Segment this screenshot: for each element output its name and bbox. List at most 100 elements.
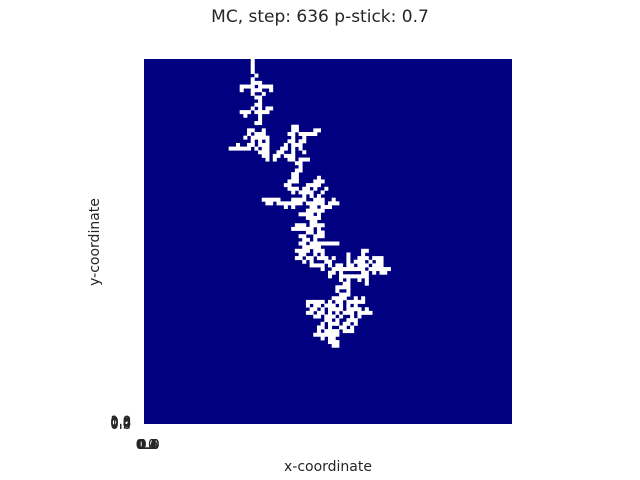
occupied-cell [309,194,314,199]
occupied-cell [239,88,244,93]
occupied-cell [331,270,336,275]
occupied-cell [353,274,358,279]
occupied-cell [291,172,296,177]
occupied-cell [272,197,277,202]
occupied-cell [250,69,255,74]
occupied-cell [331,197,336,202]
occupied-cell [364,248,369,253]
occupied-cell [364,263,369,268]
occupied-cell [328,303,333,308]
occupied-cell [313,303,318,308]
occupied-cell [316,128,321,133]
occupied-cell [298,241,303,246]
occupied-cell [361,267,366,272]
occupied-cell [357,310,362,315]
occupied-cell [316,248,321,253]
occupied-cell [258,117,263,122]
occupied-cell [335,307,340,312]
occupied-cell [298,197,303,202]
occupied-cell [309,212,314,217]
occupied-cell [283,201,288,206]
occupied-cell [342,285,347,290]
occupied-cell [305,190,310,195]
occupied-cell [236,142,241,147]
occupied-cell [346,299,351,304]
occupied-cell [316,208,321,213]
occupied-cell [372,263,377,268]
y-tick-label: 0.0 [110,418,131,433]
x-tick-label: 0.8 [138,438,159,453]
occupied-cell [309,226,314,231]
occupied-cell [324,318,329,323]
occupied-cell [379,267,384,272]
occupied-cell [239,110,244,115]
occupied-cell [294,179,299,184]
occupied-cell [298,146,303,151]
occupied-cell [331,267,336,272]
occupied-cell [261,132,266,136]
occupied-cell [383,267,388,272]
occupied-cell [316,241,321,246]
occupied-cell [280,150,285,155]
occupied-cell [250,66,255,71]
occupied-cell [320,248,325,253]
occupied-cell [313,205,318,209]
occupied-cell [328,205,333,209]
occupied-cell [313,197,318,202]
occupied-cell [302,135,307,140]
occupied-cell [320,241,325,246]
occupied-cell [291,186,296,191]
occupied-cell [379,256,384,261]
occupied-cell [302,223,307,228]
occupied-cell [298,132,303,136]
occupied-cell [258,132,263,136]
occupied-cell [294,201,299,206]
occupied-cell [294,142,299,147]
occupied-cell [302,237,307,242]
occupied-cell [346,303,351,308]
occupied-cell [346,274,351,279]
occupied-cell [324,259,329,264]
occupied-cell [328,314,333,319]
occupied-cell [272,153,277,158]
occupied-cell [261,91,266,96]
chart-title: MC, step: 636 p-stick: 0.7 [211,7,429,27]
occupied-cell [294,248,299,253]
occupied-cell [302,234,307,239]
occupied-cell [309,241,314,246]
occupied-cell [283,146,288,151]
occupied-cell [261,128,266,133]
occupied-cell [243,110,248,115]
occupied-cell [331,329,336,334]
occupied-cell [372,267,377,272]
y-tick-label: 0.6 [110,416,131,431]
occupied-cell [324,332,329,337]
occupied-cell [331,307,336,312]
occupied-cell [250,91,255,96]
occupied-cell [302,139,307,144]
occupied-cell [313,183,318,188]
occupied-cell [339,296,344,301]
occupied-cell [346,278,351,282]
occupied-cell [320,267,325,272]
occupied-cell [298,164,303,169]
occupied-cell [291,150,296,155]
occupied-cell [305,256,310,261]
occupied-cell [342,267,347,272]
occupied-cell [320,332,325,337]
occupied-cell [328,318,333,323]
occupied-cell [305,230,310,235]
occupied-cell [294,172,299,177]
occupied-cell [339,278,344,282]
occupied-cell [328,201,333,206]
occupied-cell [316,325,321,330]
occupied-cell [250,59,255,63]
occupied-cell [291,157,296,162]
occupied-cell [316,332,321,337]
occupied-cell [298,256,303,261]
occupied-cell [265,84,270,89]
occupied-cell [250,84,255,89]
occupied-cell [258,142,263,147]
occupied-cell [328,307,333,312]
occupied-cell [250,77,255,82]
